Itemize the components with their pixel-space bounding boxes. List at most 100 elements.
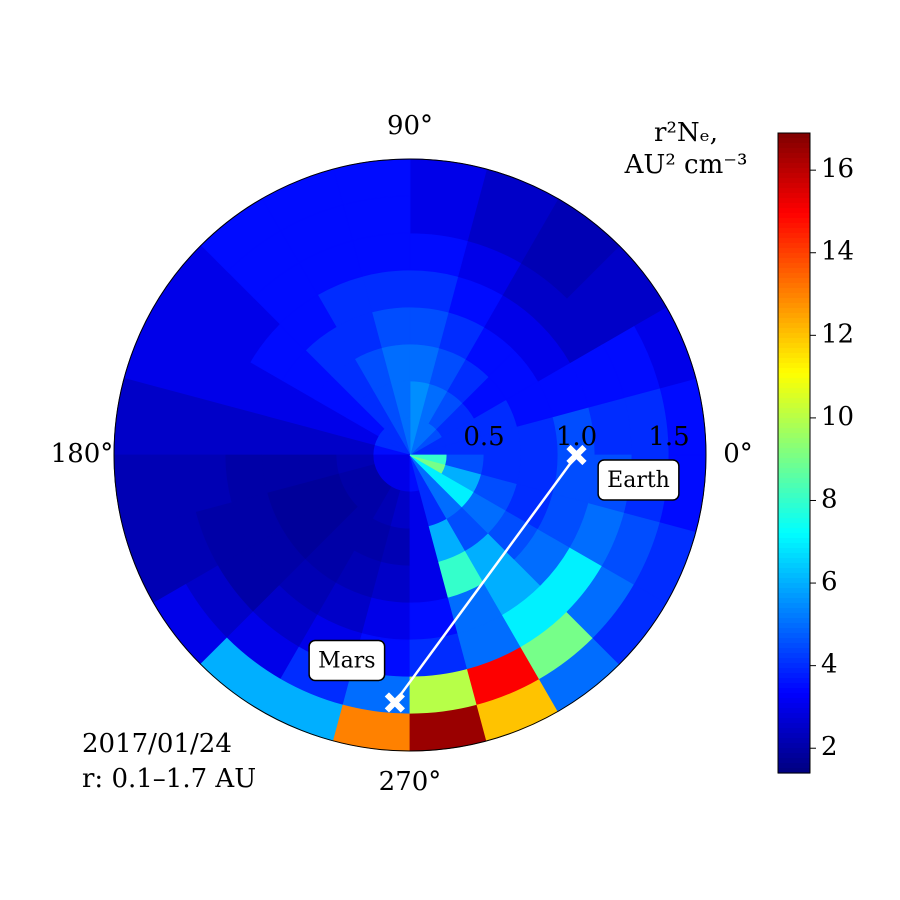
colorbar-swatch <box>778 213 810 219</box>
colorbar-swatch <box>778 273 810 279</box>
colorbar-swatch <box>778 523 810 529</box>
colorbar-swatch <box>778 433 810 439</box>
colorbar-swatch <box>778 443 810 449</box>
colorbar-swatch <box>778 253 810 259</box>
colorbar-swatch <box>778 248 810 254</box>
colorbar-swatch <box>778 543 810 549</box>
colorbar-swatch <box>778 258 810 264</box>
colorbar-swatch <box>778 728 810 734</box>
colorbar-swatch <box>778 403 810 409</box>
colorbar-swatch <box>778 388 810 394</box>
colorbar-swatch <box>778 263 810 269</box>
colorbar-swatch <box>778 623 810 629</box>
point-label: Earth <box>607 468 670 493</box>
colorbar-swatch <box>778 768 810 774</box>
colorbar-swatch <box>778 468 810 474</box>
colorbar-swatch <box>778 683 810 689</box>
colorbar-swatch <box>778 538 810 544</box>
colorbar-swatch <box>778 618 810 624</box>
colorbar-swatch <box>778 158 810 164</box>
colorbar-swatch <box>778 648 810 654</box>
colorbar-swatch <box>778 278 810 284</box>
colorbar-swatch <box>778 608 810 614</box>
colorbar-tick-label: 16 <box>821 154 854 184</box>
colorbar-tick-label: 10 <box>821 402 854 432</box>
colorbar-swatch <box>778 153 810 159</box>
point-label-box: Mars <box>308 639 386 682</box>
point-label-box: Earth <box>597 459 680 501</box>
colorbar-swatch <box>778 133 810 139</box>
colorbar-swatch <box>778 483 810 489</box>
colorbar-swatch <box>778 758 810 764</box>
colorbar-swatch <box>778 183 810 189</box>
colorbar-swatch <box>778 653 810 659</box>
colorbar-swatch <box>778 553 810 559</box>
heat-cell <box>187 397 232 456</box>
colorbar-swatch <box>778 218 810 224</box>
colorbar-label: AU² cm⁻³ <box>624 150 748 180</box>
colorbar-swatch <box>778 233 810 239</box>
colorbar-swatch <box>778 178 810 184</box>
colorbar-swatch <box>778 598 810 604</box>
colorbar-swatch <box>778 573 810 579</box>
colorbar-swatch <box>778 453 810 459</box>
colorbar-tick-label: 14 <box>821 237 854 267</box>
colorbar-swatch <box>778 473 810 479</box>
heatmap <box>113 158 707 752</box>
colorbar-swatch <box>778 313 810 319</box>
colorbar-swatch <box>778 508 810 514</box>
colorbar-swatch <box>778 413 810 419</box>
colorbar-swatch <box>778 188 810 194</box>
colorbar-swatch <box>778 373 810 379</box>
colorbar-swatch <box>778 298 810 304</box>
colorbar-swatch <box>778 718 810 724</box>
colorbar-swatch <box>778 323 810 329</box>
colorbar-swatch <box>778 498 810 504</box>
colorbar-swatch <box>778 713 810 719</box>
colorbar-swatch <box>778 723 810 729</box>
colorbar-swatch <box>778 743 810 749</box>
colorbar-swatch <box>778 163 810 169</box>
colorbar-swatch <box>778 593 810 599</box>
colorbar-swatch <box>778 203 810 209</box>
colorbar-swatch <box>778 478 810 484</box>
colorbar-tick-label: 12 <box>821 319 854 349</box>
colorbar-swatch <box>778 738 810 744</box>
colorbar-swatch <box>778 223 810 229</box>
colorbar-swatch <box>778 703 810 709</box>
overlay: 0° 90° 180° 270° 0.5 1.0 1.5 Earth Mars <box>51 111 753 797</box>
colorbar-swatch <box>778 568 810 574</box>
theta-tick-label: 90° <box>387 111 433 141</box>
colorbar-swatch <box>778 633 810 639</box>
r-tick-label: 1.0 <box>556 422 597 452</box>
colorbar-swatch <box>778 658 810 664</box>
connector-line <box>393 454 578 704</box>
colorbar-tick-label: 2 <box>821 732 838 762</box>
colorbar-swatch <box>778 268 810 274</box>
colorbar-swatch <box>778 493 810 499</box>
label-box <box>597 459 680 501</box>
colorbar: 2 4 6 8 10 12 14 16 <box>777 132 854 774</box>
colorbar-swatch <box>778 693 810 699</box>
colorbar-swatch <box>778 428 810 434</box>
colorbar-swatch <box>778 228 810 234</box>
colorbar-swatch <box>778 513 810 519</box>
colorbar-swatch <box>778 548 810 554</box>
colorbar-swatch <box>778 503 810 509</box>
colorbar-swatch <box>778 318 810 324</box>
colorbar-swatch <box>778 438 810 444</box>
colorbar-swatch <box>778 458 810 464</box>
colorbar-swatch <box>778 358 810 364</box>
colorbar-swatch <box>778 748 810 754</box>
colorbar-swatch <box>778 733 810 739</box>
colorbar-swatch <box>778 558 810 564</box>
colorbar-swatch <box>778 423 810 429</box>
theta-tick-label: 180° <box>51 439 114 469</box>
colorbar-swatch <box>778 643 810 649</box>
colorbar-swatch <box>778 288 810 294</box>
polar-frame <box>113 158 707 752</box>
heat-cell <box>352 232 411 277</box>
colorbar-swatch <box>778 308 810 314</box>
colorbar-swatch <box>778 283 810 289</box>
